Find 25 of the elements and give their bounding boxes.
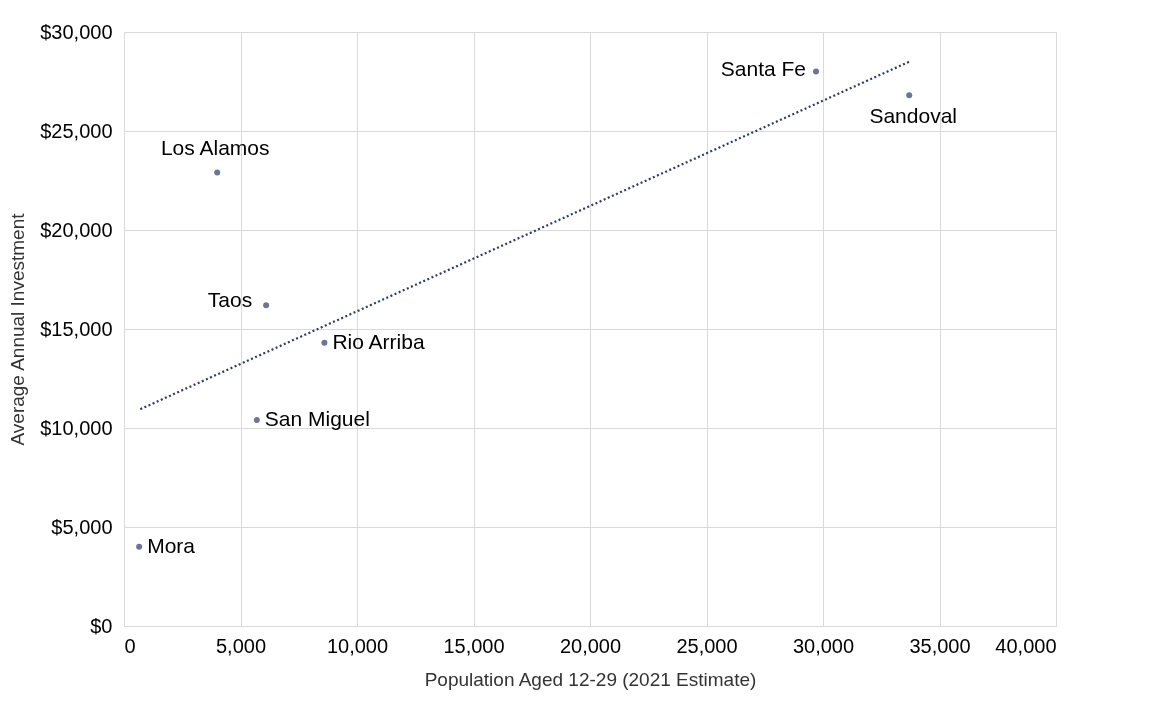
x-tick-label: 0: [124, 634, 136, 657]
annotation: San Miguel: [264, 407, 370, 431]
y-tick-label: $30,000: [40, 20, 113, 43]
y-tick-label: $25,000: [40, 119, 113, 142]
x-tick-label: 10,000: [326, 634, 389, 657]
x-tick-label: 15,000: [443, 634, 505, 657]
y-tick-label: $10,000: [40, 416, 113, 439]
annotation: Santa Fe: [720, 56, 807, 80]
annotation: Rio Arriba: [332, 329, 425, 353]
x-tick-label: 40,000: [995, 634, 1057, 657]
x-tick-label: 25,000: [676, 634, 738, 657]
x-axis-title: Population Aged 12-29 (2021 Estimate): [424, 668, 757, 690]
x-tick-label: 30,000: [792, 634, 855, 657]
annotation: Taos: [207, 288, 253, 312]
x-tick-label: 5,000: [215, 634, 267, 657]
x-tick-label: 35,000: [909, 634, 971, 657]
annotation: Los Alamos: [160, 135, 270, 159]
x-tick-label: 20,000: [559, 634, 622, 657]
annotation: Mora: [147, 533, 196, 557]
annotation: Sandoval: [869, 104, 957, 128]
y-tick-label: $15,000: [40, 317, 113, 340]
y-tick-label: $0: [90, 614, 113, 637]
y-axis-title: Average Annual Investment: [7, 212, 29, 446]
y-tick-label: $5,000: [51, 515, 113, 538]
y-tick-label: $20,000: [40, 218, 113, 241]
